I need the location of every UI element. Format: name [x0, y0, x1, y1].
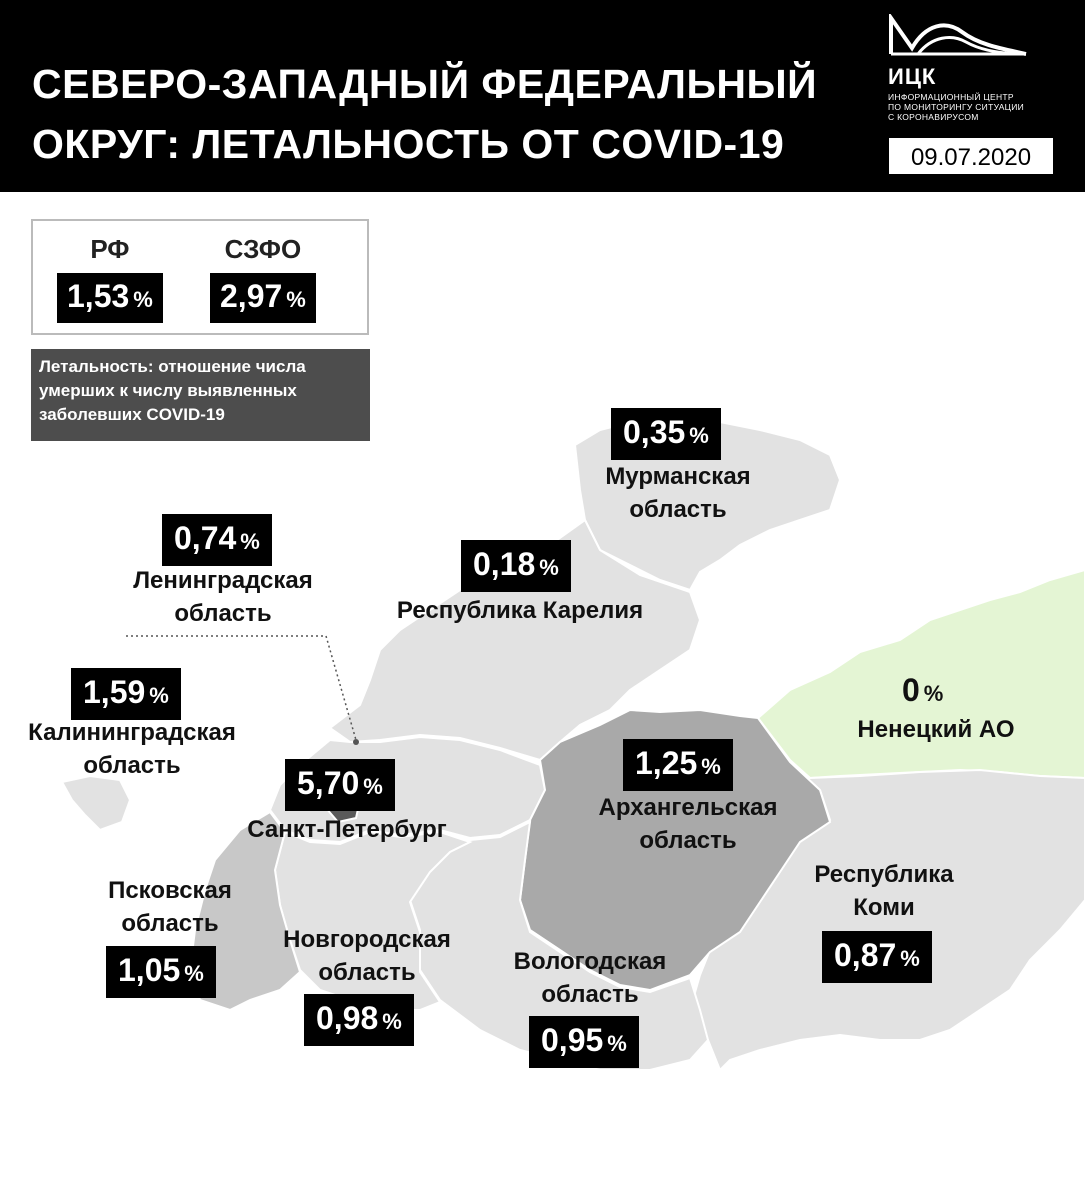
- note-line-1: Летальность: отношение числа: [39, 357, 306, 376]
- pskov-unit: %: [184, 961, 204, 986]
- szfo-unit: %: [286, 287, 306, 312]
- logo-subtitle-line-2: ПО МОНИТОРИНГУ СИТУАЦИИ: [888, 102, 1025, 112]
- komi-label: Республика Коми: [806, 858, 962, 924]
- logo-mark-icon: [889, 14, 1027, 56]
- region-map: [60, 416, 1085, 1072]
- novgorod-value-badge: 0,98%: [304, 994, 414, 1046]
- novgorod-value: 0,98: [316, 1000, 379, 1036]
- novgorod-unit: %: [382, 1009, 402, 1034]
- leningrad-name-2: область: [174, 600, 272, 627]
- logo-subtitle: ИНФОРМАЦИОННЫЙ ЦЕНТР ПО МОНИТОРИНГУ СИТУ…: [888, 92, 1024, 122]
- nenets-value-badge: 0%: [890, 666, 955, 718]
- kaliningrad-name-1: Калининградская: [28, 719, 236, 746]
- szfo-value: 2,97: [220, 278, 283, 314]
- kaliningrad-name-2: область: [83, 752, 181, 779]
- vologda-name-1: Вологодская: [513, 948, 667, 975]
- rf-value: 1,53: [67, 278, 130, 314]
- kaliningrad-unit: %: [149, 683, 169, 708]
- pskov-label: Псковская область: [96, 874, 244, 940]
- arkhangelsk-label: Архангельская область: [588, 791, 788, 857]
- leningrad-value: 0,74: [174, 520, 237, 556]
- arkhangelsk-value: 1,25: [635, 745, 698, 781]
- logo-subtitle-line-3: С КОРОНАВИРУСОМ: [888, 112, 979, 122]
- summary-szfo: СЗФО 2,97%: [210, 231, 316, 323]
- nenets-name-1: Ненецкий АО: [857, 716, 1015, 743]
- arkhangelsk-value-badge: 1,25%: [623, 739, 733, 791]
- novgorod-name-2: область: [318, 959, 416, 986]
- vologda-unit: %: [607, 1031, 627, 1056]
- page-title: СЕВЕРО-ЗАПАДНЫЙ ФЕДЕРАЛЬНЫЙ ОКРУГ: ЛЕТАЛ…: [32, 54, 872, 174]
- rf-unit: %: [133, 287, 153, 312]
- vologda-name-2: область: [541, 981, 639, 1008]
- summary-rf: РФ 1,53%: [57, 231, 163, 323]
- murmansk-unit: %: [689, 423, 709, 448]
- region-karelia: [328, 518, 702, 762]
- title-line-1: СЕВЕРО-ЗАПАДНЫЙ ФЕДЕРАЛЬНЫЙ: [32, 61, 818, 107]
- karelia-unit: %: [539, 555, 559, 580]
- karelia-name-1: Республика Карелия: [396, 597, 644, 624]
- pskov-value: 1,05: [118, 952, 181, 988]
- region-pskov: [188, 810, 302, 1012]
- vologda-label: Вологодская область: [504, 945, 676, 1011]
- date-badge: 09.07.2020: [889, 138, 1053, 174]
- novgorod-name-1: Новгородская: [283, 926, 451, 953]
- kaliningrad-value: 1,59: [83, 674, 146, 710]
- karelia-value: 0,18: [473, 546, 536, 582]
- pskov-value-badge: 1,05%: [106, 946, 216, 998]
- murmansk-name-1: Мурманская: [605, 463, 751, 490]
- spb-value-badge: 5,70%: [285, 759, 395, 811]
- note-line-3: заболевших COVID-19: [39, 405, 225, 424]
- spb-marker: [353, 739, 359, 745]
- murmansk-value: 0,35: [623, 414, 686, 450]
- novgorod-label: Новгородская область: [272, 923, 462, 989]
- szfo-value-badge: 2,97%: [210, 273, 316, 323]
- murmansk-name-2: область: [629, 496, 727, 523]
- murmansk-label: Мурманская область: [590, 460, 766, 526]
- kaliningrad-label: Калининградская область: [12, 716, 252, 782]
- komi-value-badge: 0,87%: [822, 931, 932, 983]
- rf-value-badge: 1,53%: [57, 273, 163, 323]
- leningrad-label: Ленинградская область: [120, 564, 326, 630]
- leningrad-name-1: Ленинградская: [133, 567, 313, 594]
- komi-unit: %: [900, 946, 920, 971]
- logo: ИЦК ИНФОРМАЦИОННЫЙ ЦЕНТР ПО МОНИТОРИНГУ …: [886, 14, 1046, 124]
- murmansk-value-badge: 0,35%: [611, 408, 721, 460]
- logo-name: ИЦК: [888, 64, 937, 89]
- leader-line: [126, 635, 357, 741]
- pskov-name-2: область: [121, 910, 219, 937]
- rf-label: РФ: [90, 234, 130, 264]
- title-line-2: ОКРУГ: ЛЕТАЛЬНОСТЬ ОТ COVID-19: [32, 121, 785, 167]
- arkhangelsk-name-1: Архангельская: [598, 794, 778, 821]
- spb-name-1: Санкт-Петербург: [247, 816, 447, 843]
- komi-name-2: Коми: [853, 894, 915, 921]
- nenets-unit: %: [923, 681, 944, 706]
- komi-value: 0,87: [834, 937, 897, 973]
- logo-subtitle-line-1: ИНФОРМАЦИОННЫЙ ЦЕНТР: [888, 92, 1014, 102]
- definition-note: Летальность: отношение числа умерших к ч…: [31, 349, 370, 441]
- summary-box: РФ 1,53% СЗФО 2,97%: [31, 219, 369, 335]
- spb-unit: %: [363, 774, 383, 799]
- leningrad-unit: %: [240, 529, 260, 554]
- header-bar: СЕВЕРО-ЗАПАДНЫЙ ФЕДЕРАЛЬНЫЙ ОКРУГ: ЛЕТАЛ…: [0, 0, 1085, 192]
- vologda-value-badge: 0,95%: [529, 1016, 639, 1068]
- kaliningrad-value-badge: 1,59%: [71, 668, 181, 720]
- spb-label: Санкт-Петербург: [234, 813, 460, 846]
- note-line-2: умерших к числу выявленных: [39, 381, 297, 400]
- arkhangelsk-name-2: область: [639, 827, 737, 854]
- nenets-value: 0: [902, 672, 920, 708]
- komi-name-1: Республика: [814, 861, 954, 888]
- arkhangelsk-unit: %: [701, 754, 721, 779]
- vologda-value: 0,95: [541, 1022, 604, 1058]
- nenets-label: Ненецкий АО: [846, 713, 1026, 746]
- karelia-value-badge: 0,18%: [461, 540, 571, 592]
- region-kaliningrad: [60, 774, 132, 832]
- spb-value: 5,70: [297, 765, 360, 801]
- karelia-label: Республика Карелия: [384, 594, 656, 627]
- pskov-name-1: Псковская: [108, 877, 232, 904]
- szfo-label: СЗФО: [224, 234, 302, 264]
- leningrad-value-badge: 0,74%: [162, 514, 272, 566]
